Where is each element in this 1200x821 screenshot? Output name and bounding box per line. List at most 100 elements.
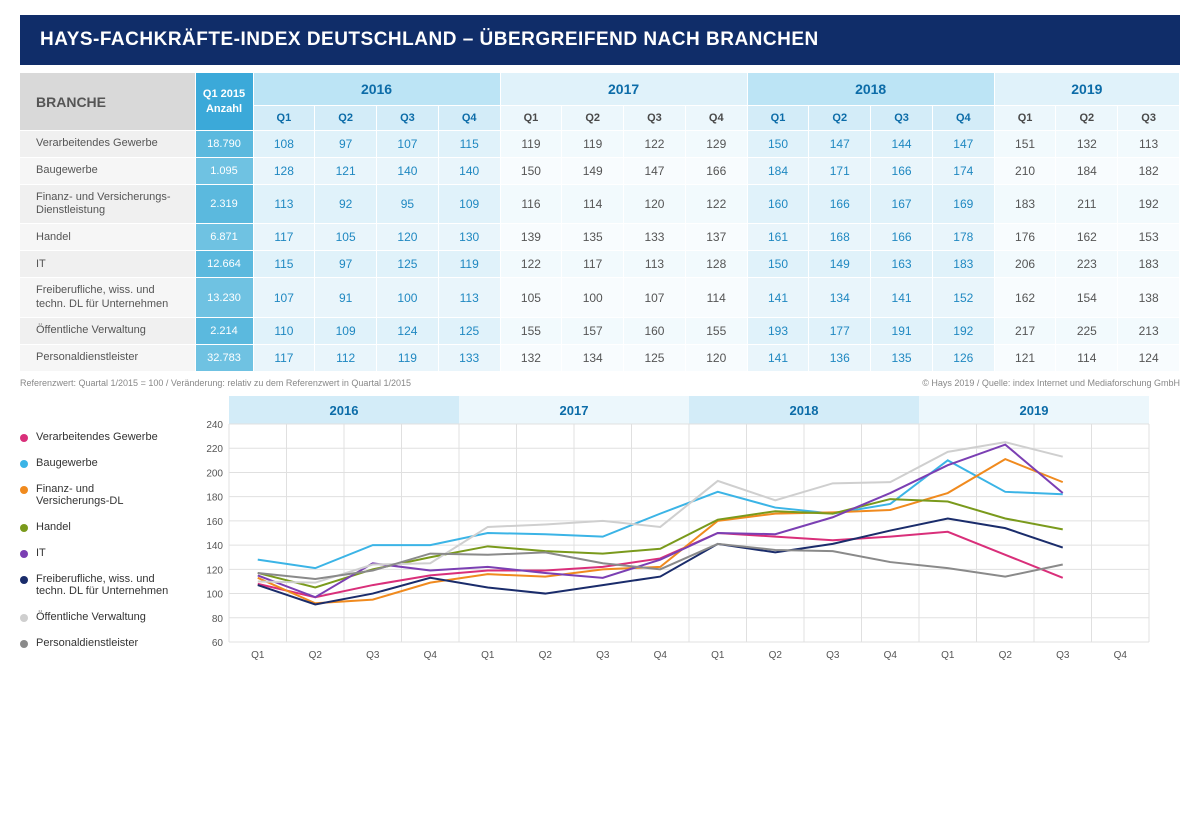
footnote-row: Referenzwert: Quartal 1/2015 = 100 / Ver… <box>20 378 1180 388</box>
legend-label: IT <box>36 547 46 559</box>
table-cell: 144 <box>871 131 933 158</box>
table-cell: 132 <box>1056 131 1118 158</box>
table-cell: 121 <box>315 158 377 185</box>
table-cell: 166 <box>809 185 871 224</box>
x-tick-label: Q4 <box>1114 650 1128 661</box>
table-cell: 211 <box>1056 185 1118 224</box>
table-row: IT12.66411597125119122117113128150149163… <box>20 251 1180 278</box>
table-cell: 97 <box>315 251 377 278</box>
table-cell: 91 <box>315 278 377 317</box>
table-cell: 166 <box>871 158 933 185</box>
footnote-right: © Hays 2019 / Quelle: index Internet und… <box>922 378 1180 388</box>
table-cell: 182 <box>1118 158 1180 185</box>
table-cell: 178 <box>932 224 994 251</box>
row-anzahl: 2.319 <box>195 185 253 224</box>
table-cell: 92 <box>315 185 377 224</box>
table-cell: 136 <box>809 344 871 371</box>
table-cell: 184 <box>747 158 809 185</box>
table-row: Freiberufliche, wiss. undtechn. DL für U… <box>20 278 1180 317</box>
table-cell: 125 <box>377 251 439 278</box>
chart-year-label: 2016 <box>330 403 359 418</box>
table-cell: 112 <box>315 344 377 371</box>
row-label: Verarbeitendes Gewerbe <box>20 131 195 158</box>
y-tick-label: 200 <box>206 468 223 479</box>
table-cell: 121 <box>994 344 1056 371</box>
branche-header: BRANCHE <box>20 73 195 131</box>
table-cell: 213 <box>1118 317 1180 344</box>
table-cell: 114 <box>1056 344 1118 371</box>
table-cell: 119 <box>500 131 562 158</box>
q-header-2018-Q3: Q3 <box>871 106 933 131</box>
table-cell: 129 <box>685 131 747 158</box>
table-cell: 193 <box>747 317 809 344</box>
x-tick-label: Q3 <box>366 650 380 661</box>
row-anzahl: 2.214 <box>195 317 253 344</box>
y-tick-label: 80 <box>212 614 224 625</box>
table-cell: 105 <box>315 224 377 251</box>
table-cell: 128 <box>685 251 747 278</box>
q-header-2018-Q4: Q4 <box>932 106 994 131</box>
legend-marker-icon <box>20 576 28 584</box>
table-cell: 151 <box>994 131 1056 158</box>
row-label: Öffentliche Verwaltung <box>20 317 195 344</box>
row-label: Finanz- und Versicherungs-Dienstleistung <box>20 185 195 224</box>
table-cell: 108 <box>253 131 315 158</box>
table-cell: 125 <box>438 317 500 344</box>
table-cell: 100 <box>377 278 439 317</box>
q-header-2018-Q1: Q1 <box>747 106 809 131</box>
x-tick-label: Q1 <box>481 650 495 661</box>
table-cell: 120 <box>624 185 686 224</box>
q-header-2018-Q2: Q2 <box>809 106 871 131</box>
legend-item: Baugewerbe <box>20 457 195 469</box>
table-cell: 139 <box>500 224 562 251</box>
table-row: Baugewerbe1.0951281211401401501491471661… <box>20 158 1180 185</box>
table-cell: 155 <box>685 317 747 344</box>
row-label: Handel <box>20 224 195 251</box>
legend-item: Öffentliche Verwaltung <box>20 611 195 623</box>
table-cell: 110 <box>253 317 315 344</box>
table-cell: 183 <box>932 251 994 278</box>
table-cell: 140 <box>377 158 439 185</box>
table-cell: 134 <box>809 278 871 317</box>
table-cell: 122 <box>624 131 686 158</box>
x-tick-label: Q4 <box>424 650 438 661</box>
table-cell: 171 <box>809 158 871 185</box>
table-row: Öffentliche Verwaltung2.2141101091241251… <box>20 317 1180 344</box>
table-cell: 135 <box>871 344 933 371</box>
q-header-2016-Q1: Q1 <box>253 106 315 131</box>
y-tick-label: 240 <box>206 420 223 431</box>
chart-year-label: 2019 <box>1020 403 1049 418</box>
table-cell: 117 <box>253 224 315 251</box>
y-tick-label: 60 <box>212 638 224 649</box>
table-cell: 134 <box>562 344 624 371</box>
table-cell: 162 <box>1056 224 1118 251</box>
table-cell: 137 <box>685 224 747 251</box>
year-header-2017: 2017 <box>500 73 747 106</box>
x-tick-label: Q1 <box>251 650 265 661</box>
legend-label: Öffentliche Verwaltung <box>36 611 146 623</box>
legend-item: Freiberufliche, wiss. undtechn. DL für U… <box>20 573 195 597</box>
legend-item: Handel <box>20 521 195 533</box>
chart-svg-wrap: 2016201720182019608010012014016018020022… <box>195 396 1180 671</box>
table-cell: 115 <box>253 251 315 278</box>
legend-marker-icon <box>20 550 28 558</box>
table-cell: 132 <box>500 344 562 371</box>
x-tick-label: Q3 <box>1056 650 1070 661</box>
legend-label: Freiberufliche, wiss. undtechn. DL für U… <box>36 573 168 597</box>
line-chart: 2016201720182019608010012014016018020022… <box>195 396 1155 666</box>
table-cell: 124 <box>1118 344 1180 371</box>
year-header-2018: 2018 <box>747 73 994 106</box>
y-tick-label: 140 <box>206 541 223 552</box>
table-row: Personaldienstleister32.7831171121191331… <box>20 344 1180 371</box>
table-cell: 167 <box>871 185 933 224</box>
table-cell: 184 <box>1056 158 1118 185</box>
table-cell: 120 <box>685 344 747 371</box>
table-cell: 169 <box>932 185 994 224</box>
q-header-2017-Q2: Q2 <box>562 106 624 131</box>
row-label: Baugewerbe <box>20 158 195 185</box>
data-table-container: BRANCHEQ1 2015Anzahl2016201720182019Q1Q2… <box>20 73 1180 372</box>
row-anzahl: 1.095 <box>195 158 253 185</box>
footnote-left: Referenzwert: Quartal 1/2015 = 100 / Ver… <box>20 378 411 388</box>
table-cell: 192 <box>1118 185 1180 224</box>
table-cell: 95 <box>377 185 439 224</box>
